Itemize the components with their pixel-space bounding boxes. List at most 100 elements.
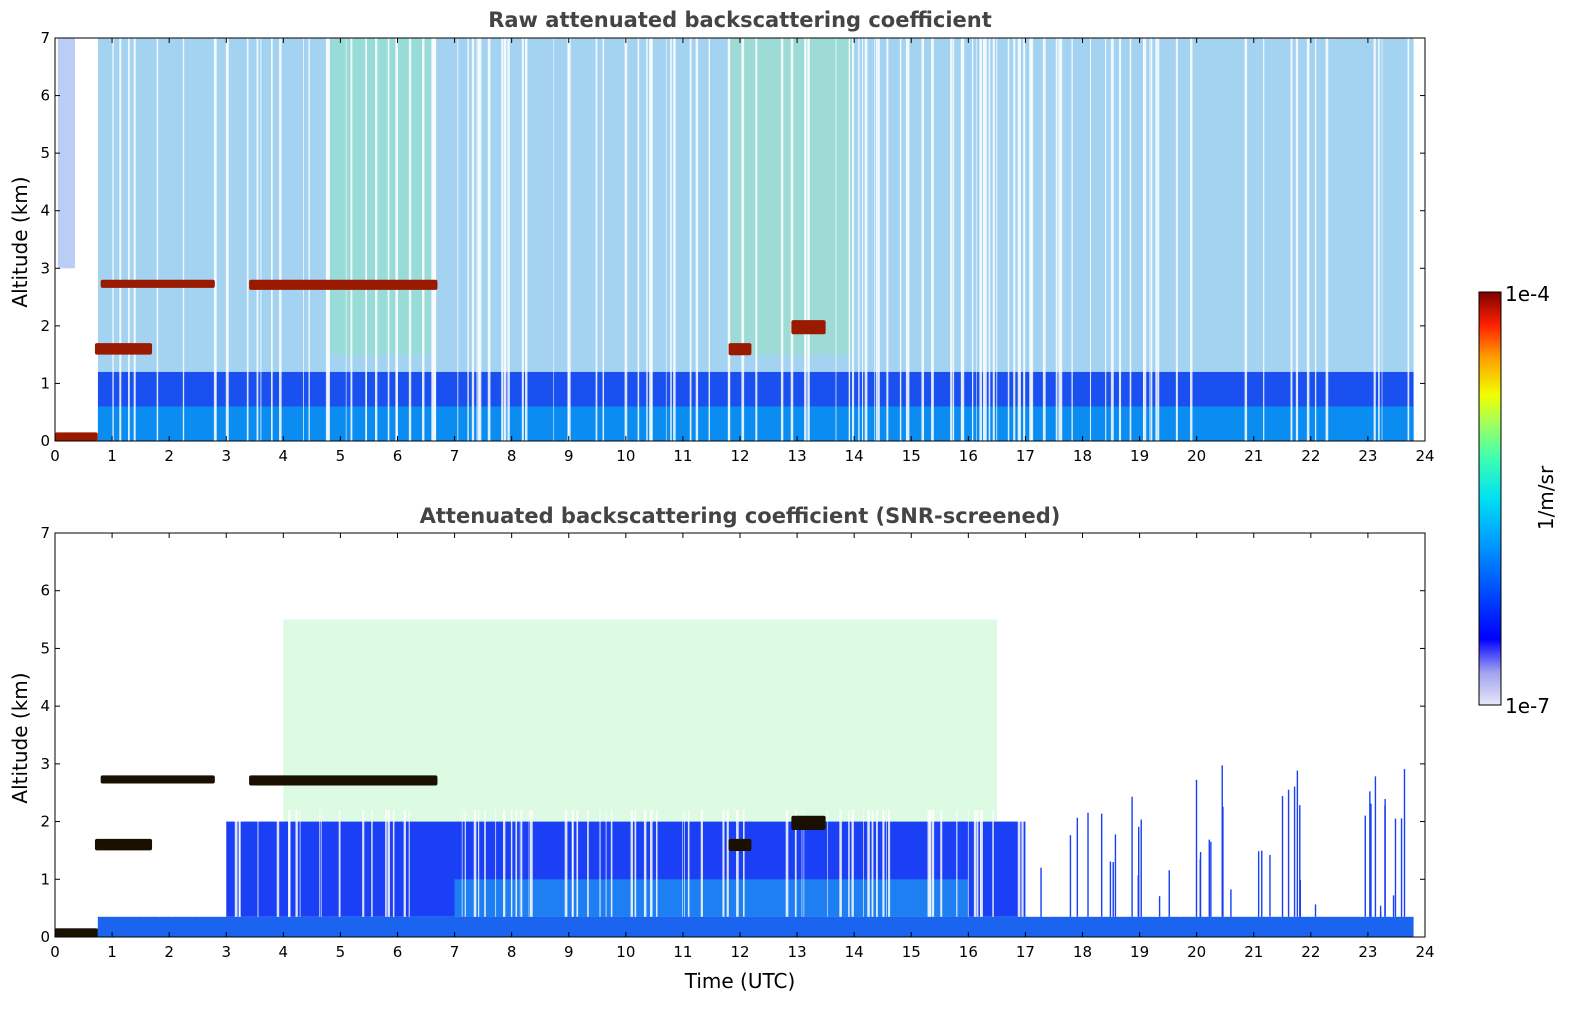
data-gap (171, 810, 174, 917)
data-gap (976, 38, 977, 441)
data-gap (519, 810, 521, 917)
screened-aerosol-haze (283, 619, 997, 822)
data-gap (1137, 810, 1139, 917)
data-gap (741, 38, 745, 441)
data-gap (695, 38, 699, 441)
aerosol-layer (100, 775, 215, 784)
data-gap (595, 38, 598, 441)
aerosol-layer (249, 279, 438, 290)
data-gap (1030, 38, 1034, 441)
data-gap (374, 38, 378, 441)
data-gap (1094, 810, 1097, 917)
data-gap (484, 810, 486, 917)
data-gap (308, 38, 310, 441)
x-tick-label: 5 (336, 943, 346, 961)
colorbar-unit-label: 1/m/sr (1534, 465, 1558, 530)
data-gap (1314, 38, 1317, 441)
data-gap (225, 38, 229, 441)
data-gap (553, 38, 555, 441)
data-gap (736, 810, 739, 917)
data-gap (839, 810, 842, 917)
x-tick-label: 22 (1301, 447, 1320, 465)
data-gap (1055, 38, 1058, 441)
data-gap (649, 38, 653, 441)
x-tick-label: 21 (1244, 943, 1263, 961)
x-tick-label: 19 (1130, 447, 1149, 465)
data-gap (108, 810, 110, 917)
data-gap (1360, 810, 1363, 917)
isolated-profile (1281, 796, 1284, 917)
data-gap (726, 810, 729, 917)
data-gap (478, 810, 480, 917)
feature (791, 815, 826, 830)
data-gap (1103, 810, 1105, 917)
x-tick-label: 13 (788, 943, 807, 961)
data-gap (1029, 38, 1032, 441)
data-gap (521, 810, 523, 917)
data-gap (1013, 38, 1016, 441)
data-gap (423, 38, 425, 441)
data-gap (1158, 810, 1161, 917)
data-gap (700, 810, 703, 917)
x-tick-label: 17 (1016, 447, 1035, 465)
data-gap (960, 38, 963, 441)
y-tick-label: 4 (40, 697, 50, 715)
data-gap (1314, 810, 1317, 917)
isolated-profile (1158, 896, 1161, 917)
data-gap (687, 810, 690, 917)
isolated-profile (1138, 826, 1140, 917)
feature (791, 320, 826, 335)
data-gap (665, 38, 667, 441)
data-gap (1105, 38, 1107, 441)
colorbar-min-label: 1e-7 (1505, 694, 1550, 718)
data-gap (495, 810, 497, 917)
data-gap (1378, 38, 1380, 441)
x-tick-label: 2 (164, 943, 174, 961)
data-gap (780, 38, 784, 441)
x-tick-label: 7 (450, 447, 460, 465)
data-gap (976, 810, 979, 917)
data-gap (973, 810, 977, 917)
x-tick-label: 18 (1073, 447, 1092, 465)
chart-raw-title: Raw attenuated backscattering coefficien… (488, 8, 992, 32)
data-gap (871, 810, 874, 917)
data-gap (1017, 810, 1021, 917)
chart-raw-plot-area: 0 1 2 3 4 5 6 7 8 9 10 11 12 13 14 15 16 17 18 19 20 21 22 23 24… (40, 29, 1434, 465)
isolated-profiles (1040, 765, 1406, 917)
data-gap (996, 38, 998, 441)
data-gap (213, 38, 217, 441)
data-gap (1118, 38, 1122, 441)
chart-screened-plot-area: 0 1 2 3 4 5 6 7 8 9 10 11 12 13 14 15 16 17 18 19 20 21 22 23 24… (40, 524, 1434, 961)
data-gap (708, 38, 710, 441)
data-gap (143, 810, 146, 917)
data-gap (1007, 38, 1010, 441)
data-gap (464, 810, 466, 917)
data-gap (325, 38, 329, 441)
data-gap (477, 38, 480, 441)
isolated-profile (1299, 805, 1301, 917)
heatmap-field (55, 38, 1414, 441)
data-gap (587, 810, 589, 917)
data-gap (395, 38, 398, 441)
y-tick-label: 6 (40, 87, 50, 105)
near-surface-layer (55, 432, 98, 441)
data-gap (327, 38, 330, 441)
data-gap (510, 810, 513, 917)
data-gap (256, 38, 259, 441)
data-gap (1021, 810, 1024, 917)
data-gap (992, 810, 994, 917)
data-gap (980, 810, 983, 917)
data-gap (931, 810, 935, 917)
data-gap (899, 38, 902, 441)
data-gap (849, 38, 851, 441)
data-gap (848, 38, 850, 441)
x-tick-label: 8 (507, 943, 517, 961)
data-gap (689, 38, 692, 441)
data-gap (197, 810, 200, 917)
x-tick-label: 13 (788, 447, 807, 465)
data-gap (655, 810, 658, 917)
data-gap (1375, 810, 1378, 917)
data-gap (1017, 38, 1020, 441)
y-tick-label: 0 (40, 928, 50, 946)
